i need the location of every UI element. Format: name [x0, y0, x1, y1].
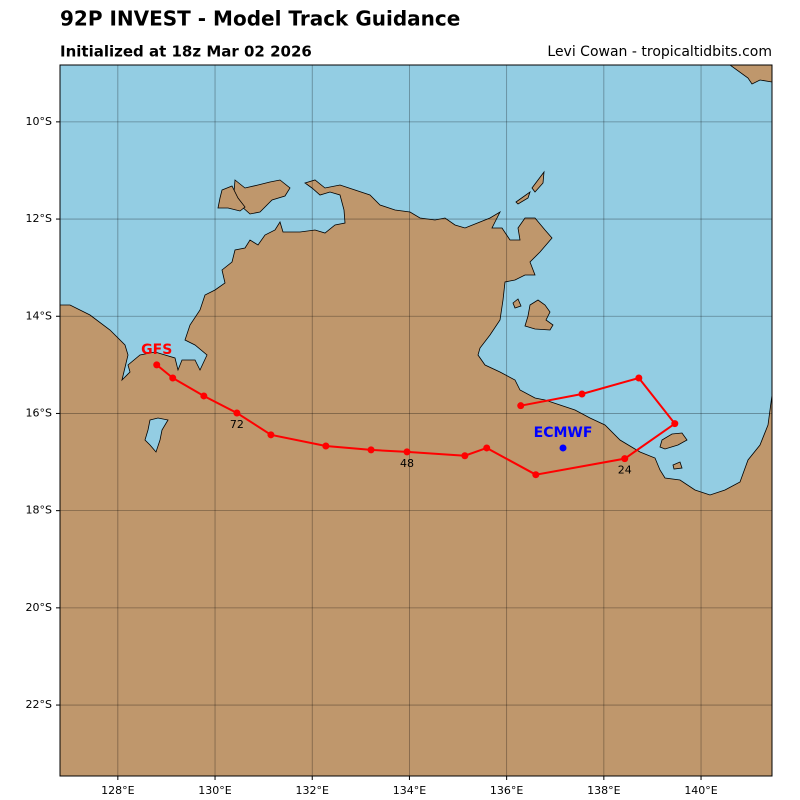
track-line	[156, 364, 677, 476]
track-point	[153, 361, 161, 369]
small-island	[531, 170, 545, 193]
x-tick-label: 130°E	[198, 784, 231, 797]
track-point	[367, 446, 375, 454]
hour-label: 72	[230, 418, 244, 431]
x-tick-label: 132°E	[296, 784, 329, 797]
track-point	[233, 409, 241, 417]
x-tick-label: 128°E	[101, 784, 134, 797]
land	[60, 65, 772, 776]
y-tick-label: 22°S	[26, 698, 52, 711]
credit: Levi Cowan - tropicaltidbits.com	[547, 44, 772, 60]
y-tick-label: 18°S	[26, 504, 52, 517]
groote-eylandt	[524, 299, 554, 331]
track-point	[322, 442, 330, 450]
track-point	[532, 471, 540, 479]
x-tick-label: 138°E	[587, 784, 620, 797]
track-point	[578, 390, 586, 398]
tracks: 24 48 72 GFS ECMWF	[141, 342, 679, 479]
subtitle: Initialized at 18z Mar 02 2026	[60, 43, 312, 61]
model-name: ECMWF	[534, 425, 593, 441]
mornington-island	[659, 432, 688, 450]
track-point	[267, 431, 275, 439]
track-point	[635, 374, 643, 382]
hour-label: 48	[400, 457, 414, 470]
hour-label: 24	[618, 464, 632, 477]
track-point	[517, 402, 525, 410]
track-point	[200, 392, 208, 400]
track-point	[403, 448, 411, 456]
x-tick-label: 136°E	[490, 784, 523, 797]
track-point	[483, 444, 491, 452]
new-guinea	[729, 65, 772, 85]
track-point	[671, 420, 679, 428]
map-area: 24 48 72 GFS ECMWF	[60, 65, 772, 776]
title: 92P INVEST - Model Track Guidance	[60, 7, 460, 31]
track-point	[461, 452, 469, 460]
mainland	[60, 179, 772, 776]
grid	[60, 65, 772, 776]
y-tick-label: 10°S	[26, 115, 52, 128]
small-island	[512, 298, 522, 309]
x-tick-label: 140°E	[684, 784, 717, 797]
track-point	[621, 455, 629, 463]
track-point	[169, 374, 177, 382]
frame	[59, 64, 773, 777]
track-point	[559, 444, 567, 452]
ticks: 128°E 130°E 132°E 134°E 136°E 138°E 140°E 10°S 1…	[26, 115, 718, 797]
small-island	[515, 190, 531, 205]
model-name: GFS	[141, 342, 172, 358]
small-island	[672, 461, 683, 470]
y-tick-label: 16°S	[26, 406, 52, 419]
x-tick-label: 134°E	[393, 784, 426, 797]
y-tick-label: 12°S	[26, 212, 52, 225]
inland-water	[144, 417, 169, 453]
bathurst-island	[217, 185, 246, 212]
y-tick-label: 20°S	[26, 601, 52, 614]
y-tick-label: 14°S	[26, 309, 52, 322]
